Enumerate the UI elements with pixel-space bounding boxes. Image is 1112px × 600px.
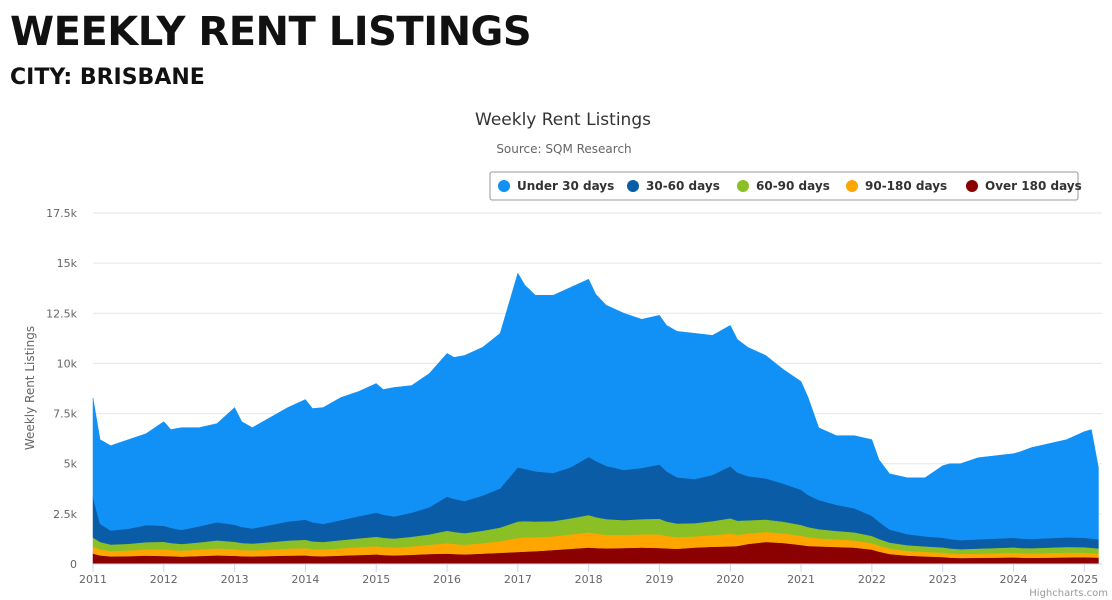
x-tick-label: 2025 — [1070, 573, 1098, 586]
x-tick-label: 2020 — [716, 573, 744, 586]
legend-label: 90-180 days — [865, 179, 947, 193]
series-areas — [92, 272, 1099, 565]
legend-marker — [627, 180, 639, 192]
y-axis-title: Weekly Rent Listings — [23, 326, 37, 450]
legend-item-90-180-days[interactable]: 90-180 days — [846, 179, 947, 193]
x-tick-label: 2015 — [362, 573, 390, 586]
x-axis: 2011 2012 2013 2014 2015 2016 2017 2018 2019 2020… — [79, 563, 1102, 586]
legend-item-over-180-days[interactable]: Over 180 days — [966, 179, 1082, 193]
x-tick-label: 2016 — [433, 573, 461, 586]
legend-label: 60-90 days — [756, 179, 830, 193]
legend-marker — [498, 180, 510, 192]
chart-subtitle: Source: SQM Research — [496, 142, 631, 156]
legend-label: Under 30 days — [517, 179, 614, 193]
y-tick-label: 10k — [57, 357, 78, 370]
legend-item-30-60-days[interactable]: 30-60 days — [627, 179, 720, 193]
y-tick-label: 7.5k — [53, 408, 77, 421]
y-tick-label: 12.5k — [46, 307, 77, 320]
legend-box — [489, 171, 1079, 201]
x-tick-label: 2017 — [504, 573, 532, 586]
x-tick-label: 2019 — [645, 573, 673, 586]
x-tick-label: 2013 — [221, 573, 249, 586]
y-tick-label: 0 — [70, 558, 77, 571]
legend-marker — [737, 180, 749, 192]
legend-item-60-90-days[interactable]: 60-90 days — [737, 179, 830, 193]
legend-marker — [846, 180, 858, 192]
x-tick-label: 2014 — [291, 573, 319, 586]
legend-item-under-30-days[interactable]: Under 30 days — [498, 179, 614, 193]
y-axis: 0 2.5k 5k 7.5k 10k 12.5k 15k 17.5k — [46, 207, 77, 571]
x-tick-label: 2018 — [575, 573, 603, 586]
x-tick-label: 2012 — [150, 573, 178, 586]
y-tick-label: 2.5k — [53, 508, 77, 521]
legend-label: 30-60 days — [646, 179, 720, 193]
x-tick-label: 2021 — [787, 573, 815, 586]
series-area-under-30-days — [92, 272, 1099, 541]
x-tick-label: 2022 — [858, 573, 886, 586]
page-title: WEEKLY RENT LISTINGS — [10, 9, 532, 55]
x-tick-label: 2024 — [999, 573, 1027, 586]
legend-label: Over 180 days — [985, 179, 1082, 193]
chart-title: Weekly Rent Listings — [475, 110, 651, 130]
x-tick-label: 2011 — [79, 573, 107, 586]
y-tick-label: 5k — [64, 458, 78, 471]
x-tick-label: 2023 — [929, 573, 957, 586]
page-subtitle: CITY: BRISBANE — [10, 65, 205, 90]
credits-link[interactable]: Highcharts.com — [1029, 588, 1108, 599]
chart-legend: Under 30 days 30-60 days 60-90 days 90-180 … — [489, 171, 1082, 201]
y-tick-label: 15k — [57, 257, 78, 270]
y-tick-label: 17.5k — [46, 207, 77, 220]
legend-marker — [966, 180, 978, 192]
